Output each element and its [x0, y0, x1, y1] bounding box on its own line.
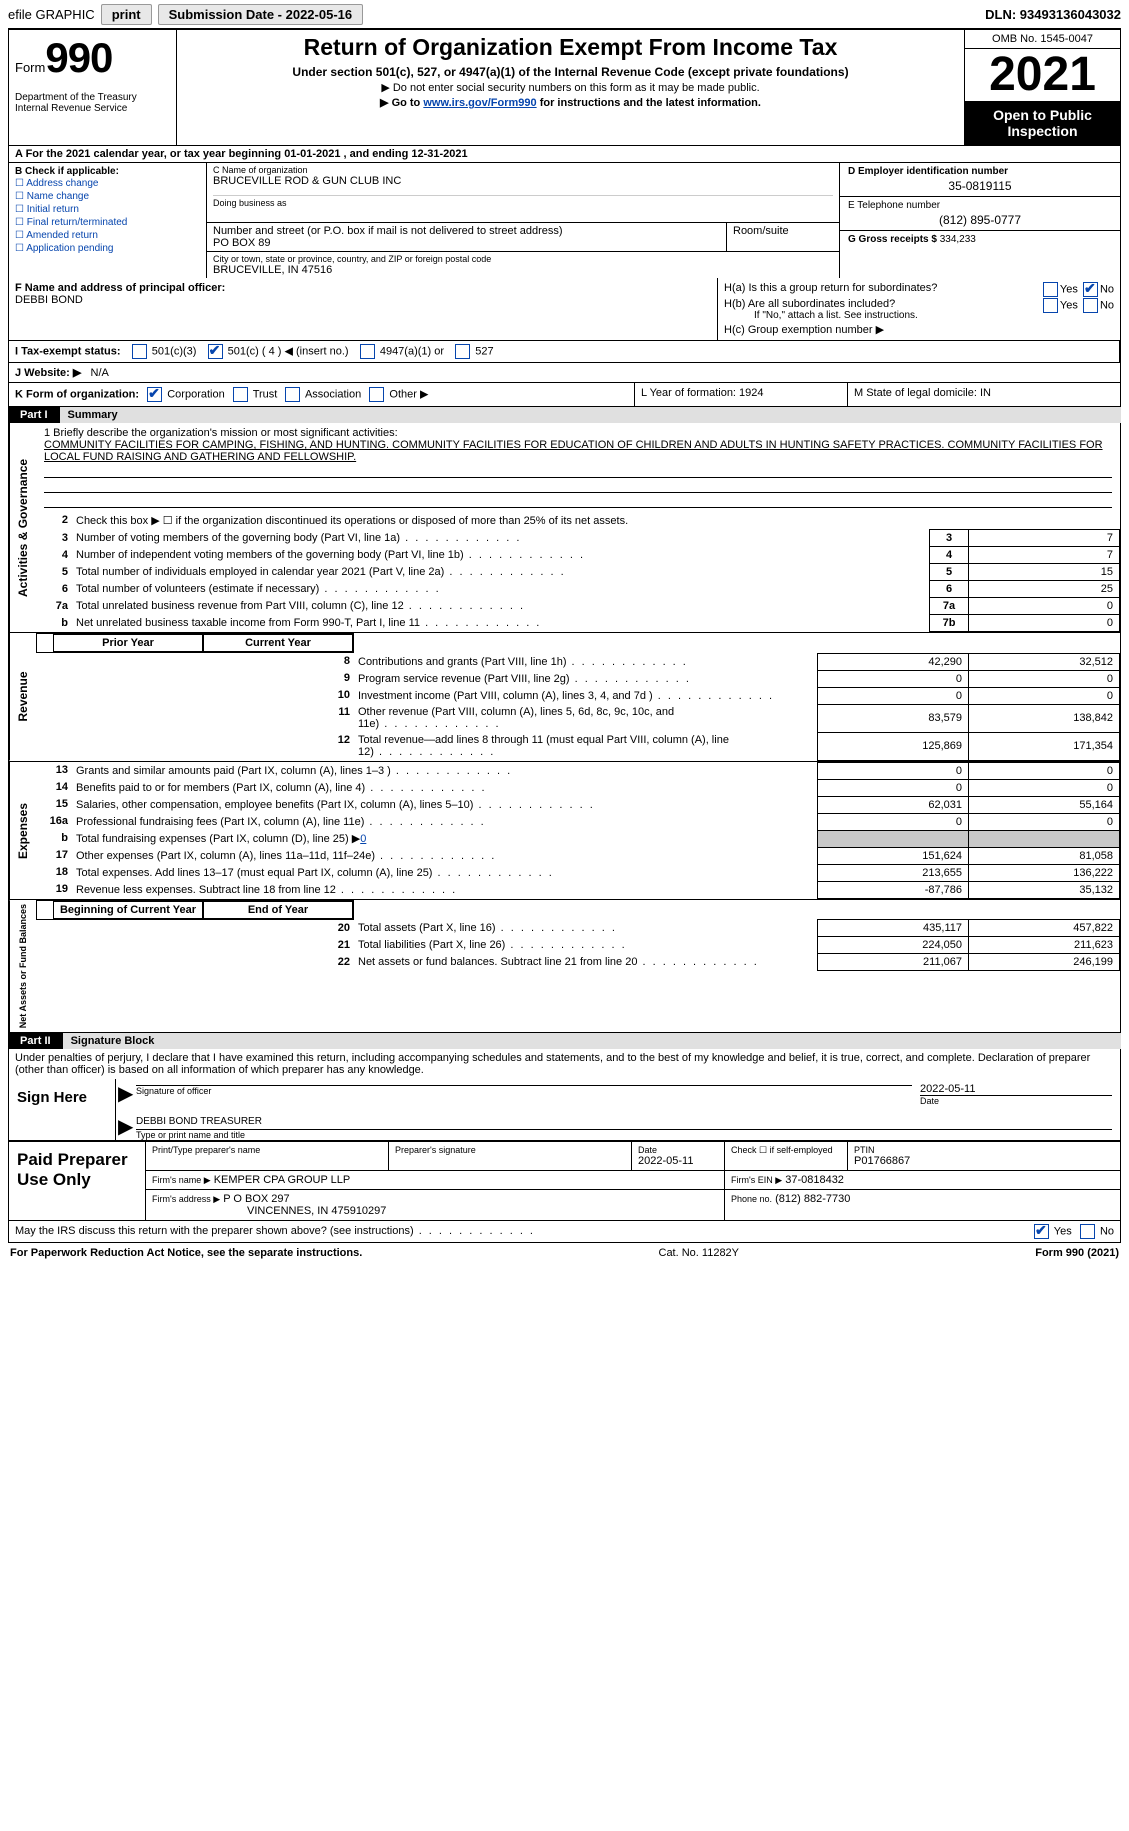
signature-arrow-icon: ▶ [118, 1114, 133, 1139]
print-button[interactable]: print [101, 4, 152, 25]
mission-text: COMMUNITY FACILITIES FOR CAMPING, FISHIN… [44, 439, 1112, 463]
revenue-table: Prior YearCurrent Year 8Contributions an… [36, 633, 1120, 761]
signature-block: Sign Here ▶ Signature of officer 2022-05… [8, 1079, 1121, 1141]
firm-address: P O BOX 297 [223, 1193, 289, 1205]
ha-yes[interactable] [1043, 282, 1058, 297]
assoc-chk[interactable] [285, 387, 300, 402]
dln-label: DLN: 93493136043032 [985, 7, 1121, 22]
chk-address-change[interactable]: ☐ Address change [15, 177, 200, 190]
page-footer: For Paperwork Reduction Act Notice, see … [8, 1243, 1121, 1263]
section-b-through-g: B Check if applicable: ☐ Address change … [8, 163, 1121, 278]
ein-box: D Employer identification number 35-0819… [840, 163, 1120, 197]
ein-value: 35-0819115 [848, 177, 1112, 193]
officer-name: DEBBI BOND TREASURER [136, 1116, 262, 1127]
chk-final-return[interactable]: ☐ Final return/terminated [15, 216, 200, 229]
irs-discuss-row: May the IRS discuss this return with the… [8, 1221, 1121, 1243]
form-subtitle-1: Under section 501(c), 527, or 4947(a)(1)… [183, 61, 958, 79]
vlabel-revenue: Revenue [9, 633, 36, 761]
net-assets-table: Beginning of Current YearEnd of Year 20T… [36, 900, 1120, 972]
efile-label: efile GRAPHIC [8, 7, 95, 22]
form-subtitle-3: ▶ Go to www.irs.gov/Form990 for instruct… [183, 94, 958, 109]
website-value: N/A [91, 367, 109, 379]
open-to-public: Open to PublicInspection [965, 101, 1120, 145]
phone-value: (812) 895-0777 [848, 211, 1112, 227]
omb-number: OMB No. 1545-0047 [965, 30, 1120, 49]
501c-chk[interactable] [208, 344, 223, 359]
527-chk[interactable] [455, 344, 470, 359]
penalties-text: Under penalties of perjury, I declare th… [8, 1049, 1121, 1079]
irs-link[interactable]: www.irs.gov/Form990 [423, 97, 536, 109]
trust-chk[interactable] [233, 387, 248, 402]
4947-chk[interactable] [360, 344, 375, 359]
top-toolbar: efile GRAPHIC print Submission Date - 20… [8, 4, 1121, 29]
street-address: PO BOX 89 [213, 237, 720, 249]
firm-phone: (812) 882-7730 [775, 1193, 850, 1205]
vlabel-activities: Activities & Governance [9, 423, 36, 632]
row-i-tax-status: I Tax-exempt status: 501(c)(3) 501(c) ( … [9, 341, 1120, 362]
city-box: City or town, state or province, country… [207, 252, 839, 278]
row-k-form-org: K Form of organization: Corporation Trus… [8, 383, 1121, 407]
form-header: Form990 Department of the Treasury Inter… [8, 29, 1121, 146]
col-b-checkboxes: B Check if applicable: ☐ Address change … [9, 163, 207, 278]
mission-block: 1 Briefly describe the organization's mi… [36, 423, 1120, 512]
gross-receipts-value: 334,233 [940, 234, 976, 245]
org-name: BRUCEVILLE ROD & GUN CLUB INC [213, 175, 833, 187]
irs-label: Internal Revenue Service [15, 103, 170, 114]
irs-discuss-no[interactable] [1080, 1224, 1095, 1239]
501c3-chk[interactable] [132, 344, 147, 359]
city-state-zip: BRUCEVILLE, IN 47516 [213, 264, 833, 276]
self-employed-chk[interactable]: Check ☐ if self-employed [731, 1145, 841, 1156]
paid-preparer-label: Paid Preparer Use Only [9, 1141, 146, 1220]
ptin-value: P01766867 [854, 1155, 1114, 1167]
paid-preparer-table: Paid Preparer Use Only Print/Type prepar… [8, 1141, 1121, 1221]
sign-here-label: Sign Here [9, 1079, 116, 1140]
chk-amended-return[interactable]: ☐ Amended return [15, 229, 200, 242]
firm-ein: 37-0818432 [785, 1174, 844, 1186]
expenses-table: 13Grants and similar amounts paid (Part … [36, 762, 1120, 899]
street-box: Number and street (or P.O. box if mail i… [207, 223, 727, 251]
part-ii-header: Part II Signature Block [8, 1033, 1121, 1049]
chk-application-pending[interactable]: ☐ Application pending [15, 242, 200, 255]
year-formation: L Year of formation: 1924 [634, 383, 847, 406]
h-c-exemption: H(c) Group exemption number ▶ [724, 321, 1114, 336]
row-a-tax-year: A For the 2021 calendar year, or tax yea… [8, 146, 1121, 163]
other-chk[interactable] [369, 387, 384, 402]
h-a-group-return: H(a) Is this a group return for subordin… [724, 282, 1114, 294]
form-title: Return of Organization Exempt From Incom… [183, 34, 958, 61]
principal-officer: DEBBI BOND [15, 294, 711, 306]
form-subtitle-2: ▶ Do not enter social security numbers o… [183, 79, 958, 94]
chk-name-change[interactable]: ☐ Name change [15, 190, 200, 203]
governance-table: 2Check this box ▶ ☐ if the organization … [36, 512, 1120, 632]
tax-year: 2021 [965, 49, 1120, 101]
state-domicile: M State of legal domicile: IN [847, 383, 1120, 406]
part-i-header: Part I Summary [8, 407, 1121, 423]
sign-date: 2022-05-11 [920, 1083, 1112, 1096]
irs-discuss-yes[interactable] [1034, 1224, 1049, 1239]
hb-yes[interactable] [1043, 298, 1058, 313]
row-j-website: J Website: ▶ N/A [8, 363, 1121, 383]
submission-date: Submission Date - 2022-05-16 [158, 4, 364, 25]
section-f-h: F Name and address of principal officer:… [8, 278, 1121, 341]
chk-initial-return[interactable]: ☐ Initial return [15, 203, 200, 216]
org-name-box: C Name of organization BRUCEVILLE ROD & … [207, 163, 839, 223]
firm-name: KEMPER CPA GROUP LLP [214, 1174, 351, 1186]
dept-treasury: Department of the Treasury [15, 82, 170, 103]
gross-receipts-box: G Gross receipts $ 334,233 [840, 231, 1120, 248]
signature-arrow-icon: ▶ [118, 1081, 133, 1106]
form-number: Form990 [15, 34, 170, 82]
hb-no[interactable] [1083, 298, 1098, 313]
vlabel-net-assets: Net Assets or Fund Balances [9, 900, 36, 1032]
room-suite-box: Room/suite [727, 223, 839, 251]
prep-date: 2022-05-11 [638, 1155, 718, 1167]
phone-box: E Telephone number (812) 895-0777 [840, 197, 1120, 231]
corp-chk[interactable] [147, 387, 162, 402]
ha-no[interactable] [1083, 282, 1098, 297]
vlabel-expenses: Expenses [9, 762, 36, 899]
